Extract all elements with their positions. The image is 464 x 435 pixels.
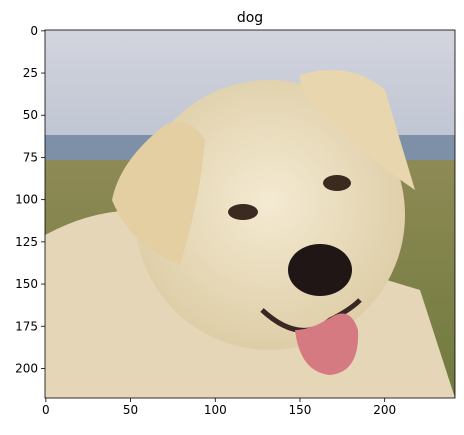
left-ear <box>112 122 205 265</box>
axes-frame <box>44 29 456 399</box>
y-tick-label: 75 <box>23 150 38 164</box>
y-tick-label: 200 <box>15 361 38 375</box>
y-tick-label: 100 <box>15 193 38 207</box>
y-tick-label: 0 <box>30 24 38 38</box>
x-tick-label: 0 <box>42 403 50 417</box>
y-tick-label: 150 <box>15 277 38 291</box>
right-ear <box>300 70 415 190</box>
y-tick-label: 125 <box>15 235 38 249</box>
y-tick-label: 50 <box>23 108 38 122</box>
y-tick-label: 25 <box>23 66 38 80</box>
tongue <box>295 313 359 375</box>
image <box>45 30 455 398</box>
y-tick-label: 175 <box>15 319 38 333</box>
x-tick-label: 100 <box>204 403 227 417</box>
chart-title: dog <box>237 10 263 26</box>
nose <box>288 244 352 296</box>
right-eye <box>323 175 351 191</box>
x-tick-label: 50 <box>123 403 138 417</box>
x-tick-label: 200 <box>373 403 396 417</box>
left-eye <box>228 204 258 220</box>
x-tick-label: 150 <box>289 403 312 417</box>
